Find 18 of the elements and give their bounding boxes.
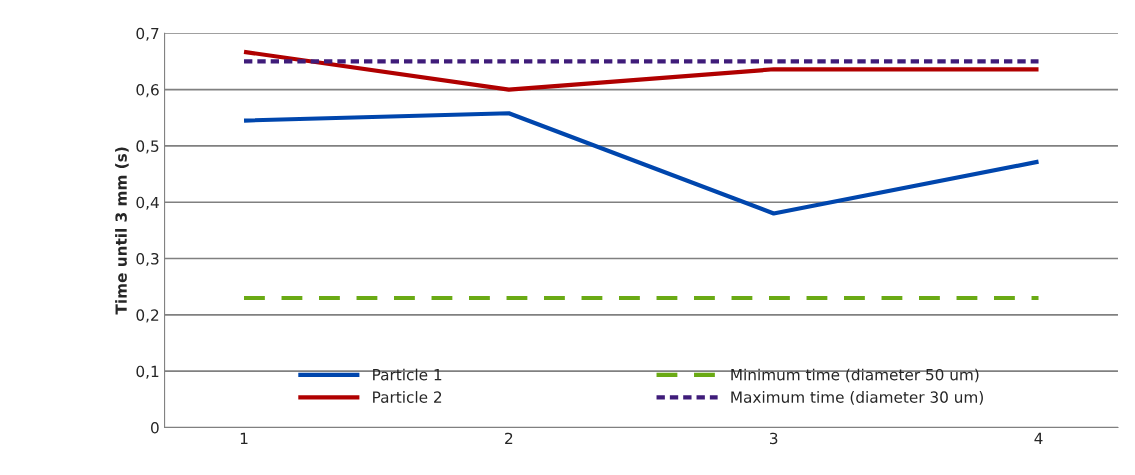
y-axis-title: Time until 3 mm (s) bbox=[115, 147, 129, 315]
x-tick-label: 1 bbox=[240, 432, 248, 444]
y-tick-label: 0,1 bbox=[136, 365, 159, 379]
y-tick-label: 0,3 bbox=[136, 253, 159, 267]
y-tick-label: 0 bbox=[151, 421, 159, 434]
x-tick-label: 4 bbox=[1034, 432, 1043, 444]
y-tick-label: 0,2 bbox=[136, 309, 159, 323]
legend-label: Particle 1 bbox=[373, 368, 442, 381]
legend-label: Minimum time (diameter 50 um) bbox=[731, 368, 979, 383]
legend-label: Maximum time (diameter 30 um) bbox=[731, 391, 983, 405]
x-tick-label: 2 bbox=[505, 432, 513, 444]
y-tick-label: 0,5 bbox=[136, 140, 159, 154]
x-tick-label: 3 bbox=[770, 432, 778, 445]
y-tick-label: 0,4 bbox=[136, 196, 159, 210]
y-tick-label: 0,6 bbox=[136, 84, 159, 98]
y-tick-label: 0,7 bbox=[136, 27, 159, 41]
line-series bbox=[241, 111, 1041, 216]
legend-label: Particle 2 bbox=[373, 391, 442, 403]
